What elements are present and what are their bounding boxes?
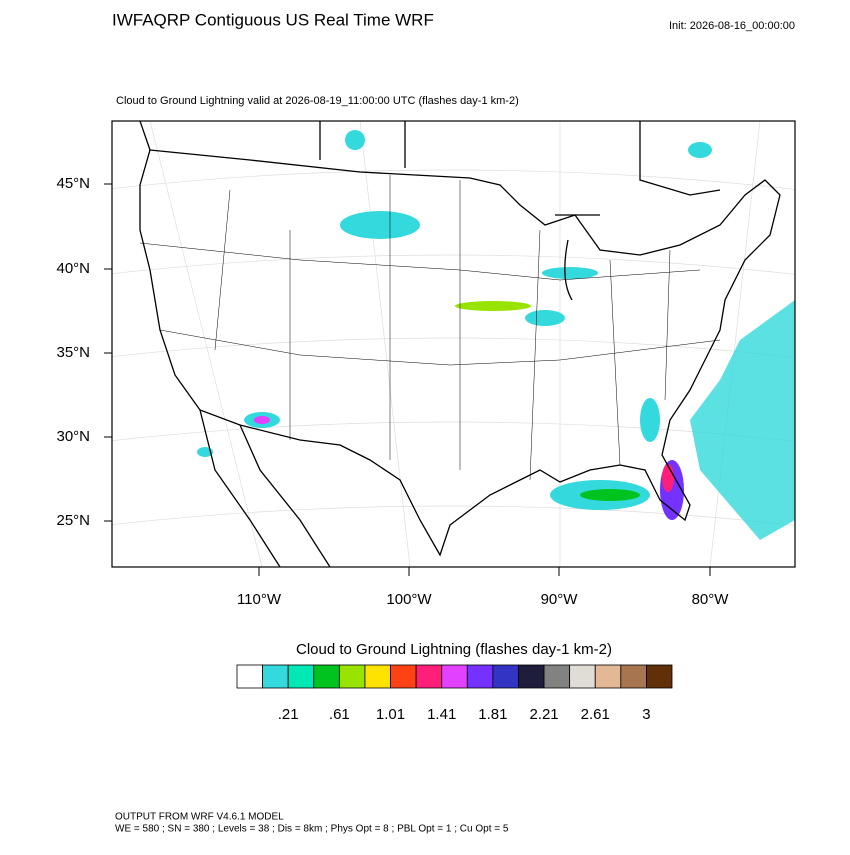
legend-swatch xyxy=(364,664,391,689)
legend-swatch xyxy=(646,664,673,689)
legend-swatch xyxy=(390,664,417,689)
lon-label: 90°W xyxy=(541,591,579,608)
graticule xyxy=(112,121,795,567)
legend-swatch xyxy=(569,664,596,689)
legend-label: .21 xyxy=(278,706,299,723)
lat-label: 30°N xyxy=(56,428,90,445)
legend-label: 1.01 xyxy=(376,706,405,723)
lat-label: 25°N xyxy=(56,512,90,529)
footer-line: WE = 580 ; SN = 380 ; Levels = 38 ; Dis … xyxy=(115,824,509,835)
map-frame xyxy=(111,120,796,568)
legend-label: 2.61 xyxy=(581,706,610,723)
legend-swatch xyxy=(620,664,647,689)
lon-label: 110°W xyxy=(237,591,282,608)
legend-swatch xyxy=(518,664,545,689)
map-area xyxy=(112,121,795,567)
init-time: Init: 2026-08-16_00:00:00 xyxy=(669,20,795,32)
legend-swatch xyxy=(466,664,494,689)
legend-swatch xyxy=(262,664,289,689)
state-lines xyxy=(139,175,721,481)
legend-title: Cloud to Ground Lightning (flashes day-1… xyxy=(296,641,612,658)
footer-line: OUTPUT FROM WRF V4.6.1 MODEL xyxy=(115,812,284,823)
lat-label: 40°N xyxy=(56,260,90,277)
legend-swatch xyxy=(594,664,622,689)
legend-swatch xyxy=(415,664,443,689)
legend-swatch xyxy=(441,664,468,689)
legend-swatch xyxy=(287,664,315,689)
legend-swatch xyxy=(492,664,519,689)
lon-label: 100°W xyxy=(386,591,432,608)
lat-label: 45°N xyxy=(56,175,90,192)
legend: .21 .61 1.01 1.41 1.81 2.21 2.61 3 xyxy=(236,664,673,723)
boundaries xyxy=(139,121,781,567)
axis-labels: 45°N 40°N 35°N 30°N 25°N 110°W 100°W 90°W 80°W xyxy=(56,175,729,608)
lat-label: 35°N xyxy=(56,344,90,361)
legend-label: 2.21 xyxy=(529,706,558,723)
map-subtitle: Cloud to Ground Lightning valid at 2026-… xyxy=(116,95,519,107)
legend-swatch xyxy=(236,664,263,689)
legend-swatch xyxy=(338,664,366,689)
lightning-areas xyxy=(197,130,795,540)
lon-label: 80°W xyxy=(692,591,730,608)
legend-label: 1.81 xyxy=(478,706,507,723)
legend-label: .61 xyxy=(329,706,350,723)
legend-label: 1.41 xyxy=(427,706,456,723)
legend-label: 3 xyxy=(642,706,650,723)
legend-swatch xyxy=(543,664,571,689)
legend-swatch xyxy=(313,664,340,689)
title: IWFAQRP Contiguous US Real Time WRF xyxy=(112,10,434,29)
